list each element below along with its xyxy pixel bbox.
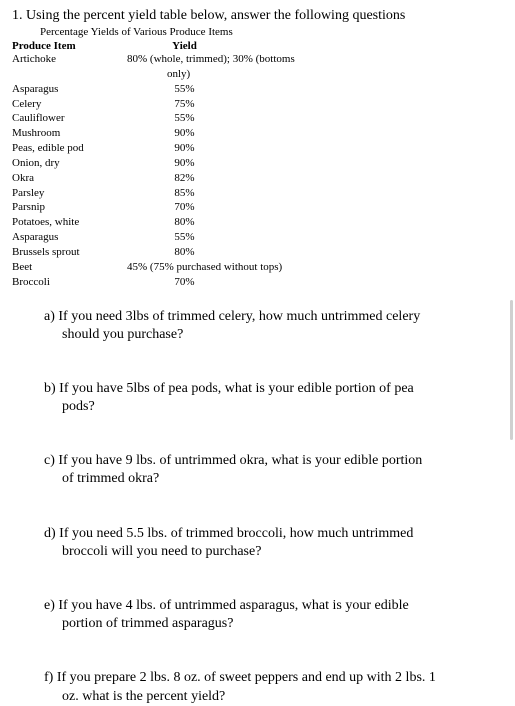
item-yield: 55%: [127, 230, 242, 245]
table-row: Okra 82%: [12, 171, 503, 186]
item-yield: 90%: [127, 126, 242, 141]
item-yield: 45% (75% purchased without tops): [127, 260, 282, 275]
item-yield: 90%: [127, 141, 242, 156]
item-yield: 90%: [127, 156, 242, 171]
artichoke-cont: only): [167, 67, 503, 82]
item-yield: 82%: [127, 171, 242, 186]
item-yield: 70%: [127, 275, 242, 290]
item-yield: 75%: [127, 97, 242, 112]
item-name: Asparagus: [12, 230, 127, 245]
yield-table: Produce Item Yield Artichoke 80% (whole,…: [12, 40, 503, 290]
question-line: f) If you prepare 2 lbs. 8 oz. of sweet …: [44, 669, 483, 687]
question-b: b) If you have 5lbs of pea pods, what is…: [44, 380, 503, 416]
table-row: Broccoli 70%: [12, 275, 503, 290]
question-line: broccoli will you need to purchase?: [62, 543, 483, 561]
item-yield: 85%: [127, 186, 242, 201]
item-name: Beet: [12, 260, 127, 275]
table-row: Artichoke 80% (whole, trimmed); 30% (bot…: [12, 52, 503, 67]
item-name: Celery: [12, 97, 127, 112]
table-row: Cauliflower 55%: [12, 111, 503, 126]
question-d: d) If you need 5.5 lbs. of trimmed brocc…: [44, 525, 503, 561]
item-name: Cauliflower: [12, 111, 127, 126]
question-line: e) If you have 4 lbs. of untrimmed aspar…: [44, 597, 483, 615]
table-row: Parsley 85%: [12, 186, 503, 201]
item-name: Artichoke: [12, 52, 127, 67]
question-line: d) If you need 5.5 lbs. of trimmed brocc…: [44, 525, 483, 543]
item-yield: 80%: [127, 245, 242, 260]
item-yield: 55%: [127, 82, 242, 97]
item-yield: 80%: [127, 215, 242, 230]
item-name: Parsley: [12, 186, 127, 201]
item-yield: 55%: [127, 111, 242, 126]
table-title: Percentage Yields of Various Produce Ite…: [40, 26, 503, 38]
question-line: c) If you have 9 lbs. of untrimmed okra,…: [44, 452, 483, 470]
item-name: Asparagus: [12, 82, 127, 97]
item-name: Mushroom: [12, 126, 127, 141]
table-row: Onion, dry 90%: [12, 156, 503, 171]
question-line: portion of trimmed asparagus?: [62, 615, 483, 633]
question-line: a) If you need 3lbs of trimmed celery, h…: [44, 308, 483, 326]
item-name: Brussels sprout: [12, 245, 127, 260]
question-a: a) If you need 3lbs of trimmed celery, h…: [44, 308, 503, 344]
table-row: Potatoes, white 80%: [12, 215, 503, 230]
item-yield: 70%: [127, 200, 242, 215]
header-yield: Yield: [127, 40, 242, 52]
question-e: e) If you have 4 lbs. of untrimmed aspar…: [44, 597, 503, 633]
table-header-row: Produce Item Yield: [12, 40, 503, 52]
table-row: Parsnip 70%: [12, 200, 503, 215]
question-line: of trimmed okra?: [62, 470, 483, 488]
question-line: oz. what is the percent yield?: [62, 688, 483, 706]
table-row: Asparagus 55%: [12, 82, 503, 97]
main-question-text: 1. Using the percent yield table below, …: [12, 8, 503, 24]
item-name: Peas, edible pod: [12, 141, 127, 156]
table-row: Brussels sprout 80%: [12, 245, 503, 260]
question-c: c) If you have 9 lbs. of untrimmed okra,…: [44, 452, 503, 488]
question-line: pods?: [62, 398, 483, 416]
item-yield: 80% (whole, trimmed); 30% (bottoms: [127, 52, 377, 67]
table-row: Beet 45% (75% purchased without tops): [12, 260, 503, 275]
header-produce-item: Produce Item: [12, 40, 127, 52]
item-name: Broccoli: [12, 275, 127, 290]
question-line: b) If you have 5lbs of pea pods, what is…: [44, 380, 483, 398]
item-name: Potatoes, white: [12, 215, 127, 230]
item-name: Onion, dry: [12, 156, 127, 171]
question-line: should you purchase?: [62, 326, 483, 344]
scrollbar-thumb[interactable]: [510, 300, 513, 440]
question-f: f) If you prepare 2 lbs. 8 oz. of sweet …: [44, 669, 503, 705]
item-name: Okra: [12, 171, 127, 186]
table-row: Peas, edible pod 90%: [12, 141, 503, 156]
table-row: Mushroom 90%: [12, 126, 503, 141]
item-name: Parsnip: [12, 200, 127, 215]
table-row: Celery 75%: [12, 97, 503, 112]
table-row: Asparagus 55%: [12, 230, 503, 245]
